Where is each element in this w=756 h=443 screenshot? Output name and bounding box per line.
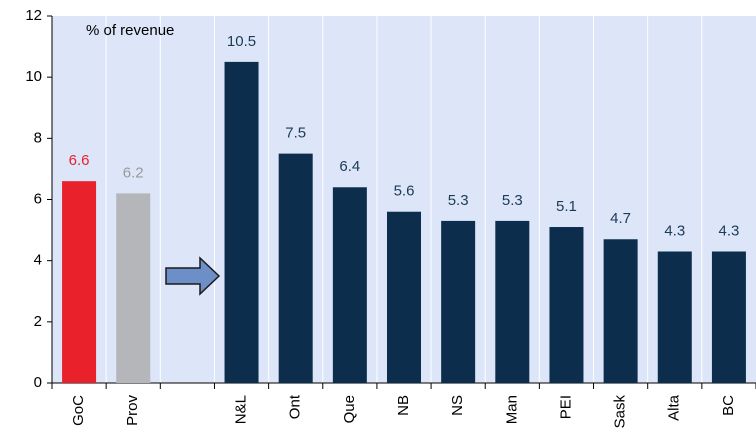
plot-dividers [105, 16, 703, 383]
data-label: 4.3 [664, 222, 685, 239]
x-tick-label: Man [503, 395, 520, 424]
x-tick-label: Que [341, 395, 358, 423]
x-tick-label: BC [720, 395, 737, 416]
x-tick-label: NB [395, 395, 412, 416]
x-tick-label: Ont [287, 394, 304, 419]
data-label: 4.3 [718, 222, 739, 239]
x-tick-label: Sask [612, 395, 629, 429]
arrow [165, 256, 221, 296]
bar [387, 211, 421, 383]
bar [116, 193, 151, 383]
bar [278, 153, 313, 383]
y-tick-label: 2 [34, 313, 42, 330]
x-tick-label: Alta [666, 394, 683, 421]
data-label: 5.1 [556, 198, 577, 215]
bar [495, 220, 530, 383]
y-tick-label: 4 [34, 252, 42, 269]
data-label: 5.3 [448, 192, 469, 209]
data-label: 6.4 [339, 158, 360, 175]
bar [224, 61, 259, 383]
y-tick-label: 12 [25, 7, 42, 24]
y-tick-label: 8 [34, 129, 42, 146]
y-tick-label: 10 [25, 68, 42, 85]
data-label: 6.2 [123, 164, 144, 181]
bar [711, 251, 746, 383]
bar [62, 181, 97, 383]
bar [441, 220, 476, 383]
bar [332, 187, 367, 383]
x-tick-label: NS [449, 395, 466, 416]
bar [657, 251, 692, 383]
data-label: 7.5 [285, 125, 306, 142]
annotation: % of revenue [86, 22, 174, 39]
y-tick-label: 0 [34, 374, 42, 391]
x-tick-label: GoC [70, 395, 87, 426]
data-label: 10.5 [227, 33, 256, 50]
x-tick-label: N&L [233, 395, 250, 424]
bar [603, 239, 638, 383]
data-label: 4.7 [610, 210, 631, 227]
data-label: 5.3 [502, 192, 523, 209]
x-tick-label: Prov [124, 395, 141, 426]
x-tick-label: PEI [557, 395, 574, 419]
bar [549, 227, 584, 383]
data-label: 6.6 [69, 152, 90, 169]
data-label: 5.6 [394, 183, 415, 200]
y-tick-label: 6 [34, 190, 42, 207]
